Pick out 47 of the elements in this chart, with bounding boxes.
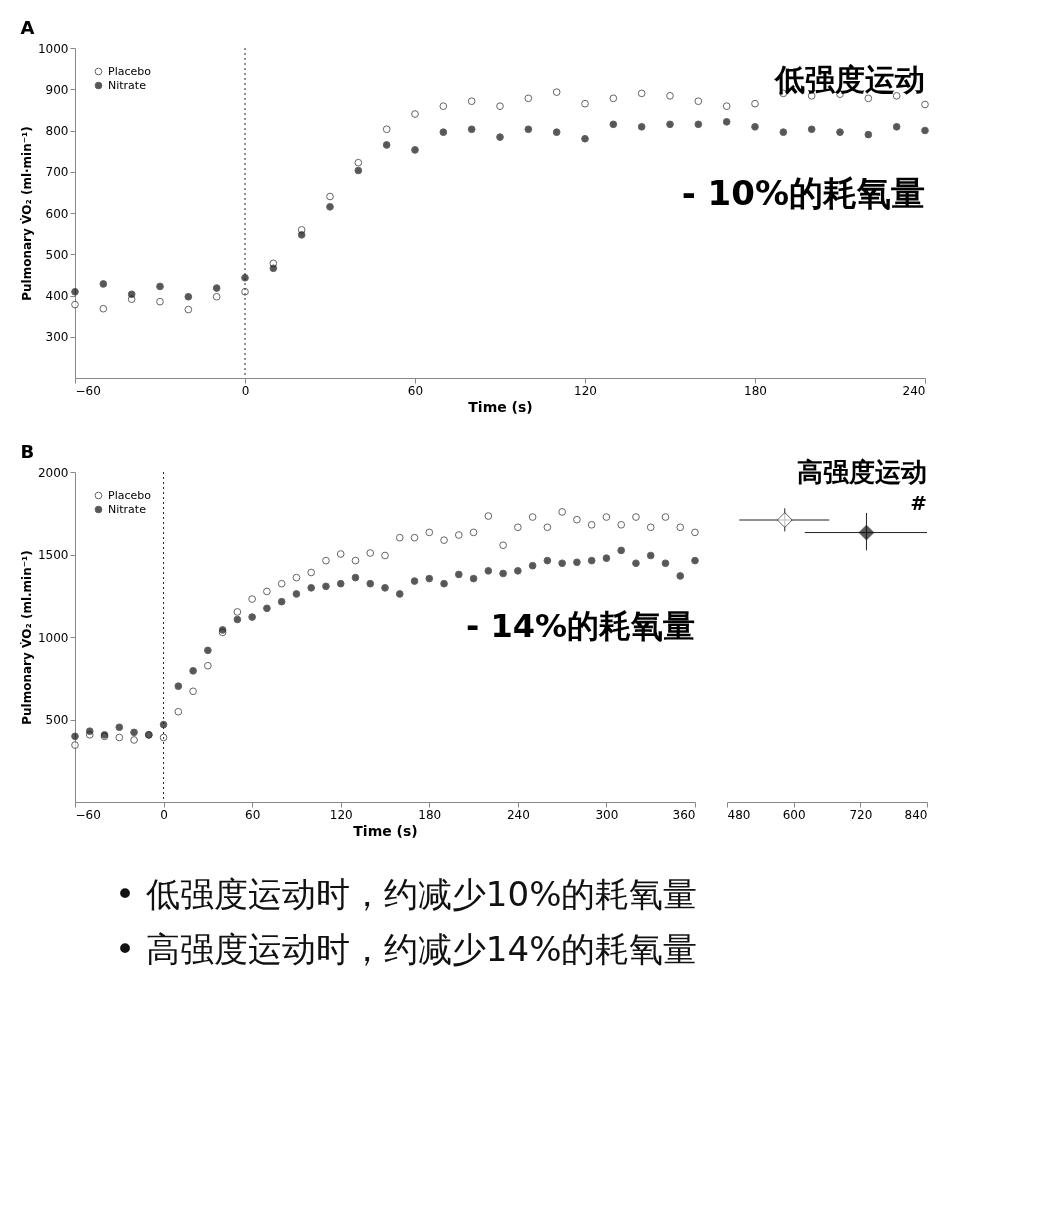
x-tick-label: 120: [329, 807, 353, 822]
x-tick-label: 0: [160, 807, 168, 822]
annotation: - 14%的耗氧量: [465, 607, 695, 645]
x-tick-label: 240: [506, 807, 530, 822]
x-axis-title: Time (s): [353, 822, 418, 839]
x-tick-label: −60: [75, 383, 101, 398]
x-tick-label: −60: [75, 807, 101, 822]
chart-title: B: [20, 441, 35, 462]
x-tick-label: 180: [418, 807, 442, 822]
y-tick-label: 1000: [37, 630, 69, 645]
y-tick-label: 300: [45, 330, 69, 345]
y-axis-title: Pulmonary V̇O₂ (ml.min⁻¹): [19, 550, 34, 725]
annotation: 高强度运动: [797, 457, 927, 487]
x-tick-label: 360: [672, 807, 696, 822]
x-tick-label: 720: [849, 807, 873, 822]
y-tick-label: 500: [45, 247, 69, 262]
text: • 高强度运动时，约减少14%的耗氧量: [115, 928, 698, 969]
x-tick-label: 60: [407, 383, 424, 398]
x-axis-title: Time (s): [468, 398, 533, 415]
y-tick-label: 500: [45, 713, 69, 727]
legend-label: Placebo: [108, 64, 152, 78]
y-tick-label: 800: [45, 124, 69, 138]
y-tick-label: 1000: [37, 41, 69, 56]
annotation: - 10%的耗氧量: [681, 173, 925, 213]
chart-title: A: [20, 17, 35, 38]
x-tick-label: 600: [782, 807, 806, 822]
x-tick-label: 0: [241, 383, 250, 398]
annotation: #: [910, 491, 927, 515]
text: • 低强度运动时，约减少10%的耗氧量: [115, 873, 698, 914]
y-axis-title: Pulmonary V̇O₂ (ml·min⁻¹): [19, 126, 34, 301]
legend-label: Placebo: [108, 488, 152, 502]
y-tick-label: 400: [45, 289, 69, 303]
y-tick-label: 700: [45, 165, 69, 180]
y-tick-label: 1500: [37, 548, 69, 562]
x-tick-label: 60: [245, 807, 261, 822]
x-tick-label: 480: [727, 807, 751, 822]
legend-label: Nitrate: [108, 78, 147, 92]
x-tick-label: 180: [744, 383, 767, 398]
y-tick-label: 2000: [37, 465, 69, 480]
legend-label: Nitrate: [108, 502, 147, 516]
x-tick-label: 840: [904, 807, 928, 822]
y-tick-label: 600: [45, 206, 69, 221]
x-tick-label: 120: [574, 383, 597, 398]
y-tick-label: 900: [45, 82, 69, 97]
x-tick-label: 300: [595, 807, 619, 822]
annotation: 低强度运动: [774, 62, 925, 97]
x-tick-label: 240: [902, 383, 926, 398]
